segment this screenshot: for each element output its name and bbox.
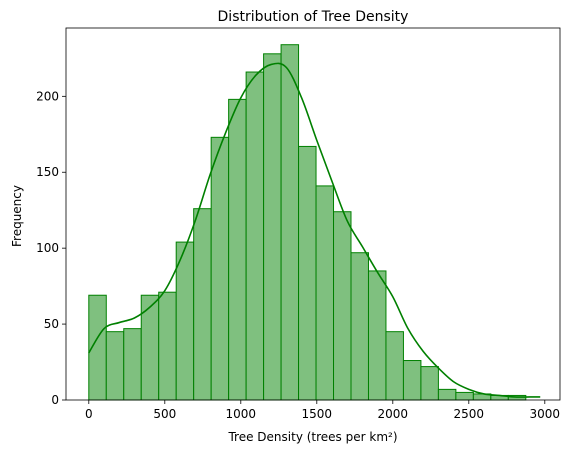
x-tick-label: 3000 [530,407,561,421]
histogram-bar [245,71,265,401]
histogram-bar [228,98,247,401]
histogram-bar [385,331,404,401]
y-tick-label: 200 [36,89,59,103]
x-tick-label: 1000 [226,407,257,421]
plot-frame [65,27,561,401]
histogram-bar [298,145,317,401]
histogram-bar [315,185,335,401]
histogram-bar [420,366,439,401]
y-axis-ticks: 0 50 100 150 200 [36,89,66,407]
histogram-bar [367,270,387,401]
x-axis-label: Tree Density (trees per km²) [227,430,397,444]
histogram-bar [193,208,212,401]
histogram-bar [140,294,160,401]
histogram-bar [123,328,142,401]
histogram-bar [263,53,282,401]
y-tick-label: 150 [36,165,59,179]
histogram-bar [280,44,300,401]
chart-title: Distribution of Tree Density [218,9,409,25]
x-tick-label: 1500 [302,407,333,421]
histogram-bar [402,360,422,401]
x-axis-ticks: 0 500 1000 1500 2000 2500 3000 [85,400,560,421]
histogram-bar [158,291,177,401]
x-tick-label: 2000 [378,407,409,421]
histogram-bar [175,241,195,401]
y-tick-label: 100 [36,241,59,255]
histogram-bar [105,331,125,401]
y-tick-label: 0 [51,393,59,407]
x-tick-label: 2500 [454,407,485,421]
x-tick-label: 0 [85,407,93,421]
histogram-bars [88,44,527,401]
y-tick-label: 50 [44,317,59,331]
x-tick-label: 500 [153,407,176,421]
kde-curve [88,62,541,398]
histogram-bar [210,136,230,401]
histogram-bar [437,388,457,401]
histogram-bar [333,211,352,401]
y-axis-label: Frequency [10,185,24,247]
histogram-bar [350,252,369,401]
histogram-bar [455,391,474,401]
